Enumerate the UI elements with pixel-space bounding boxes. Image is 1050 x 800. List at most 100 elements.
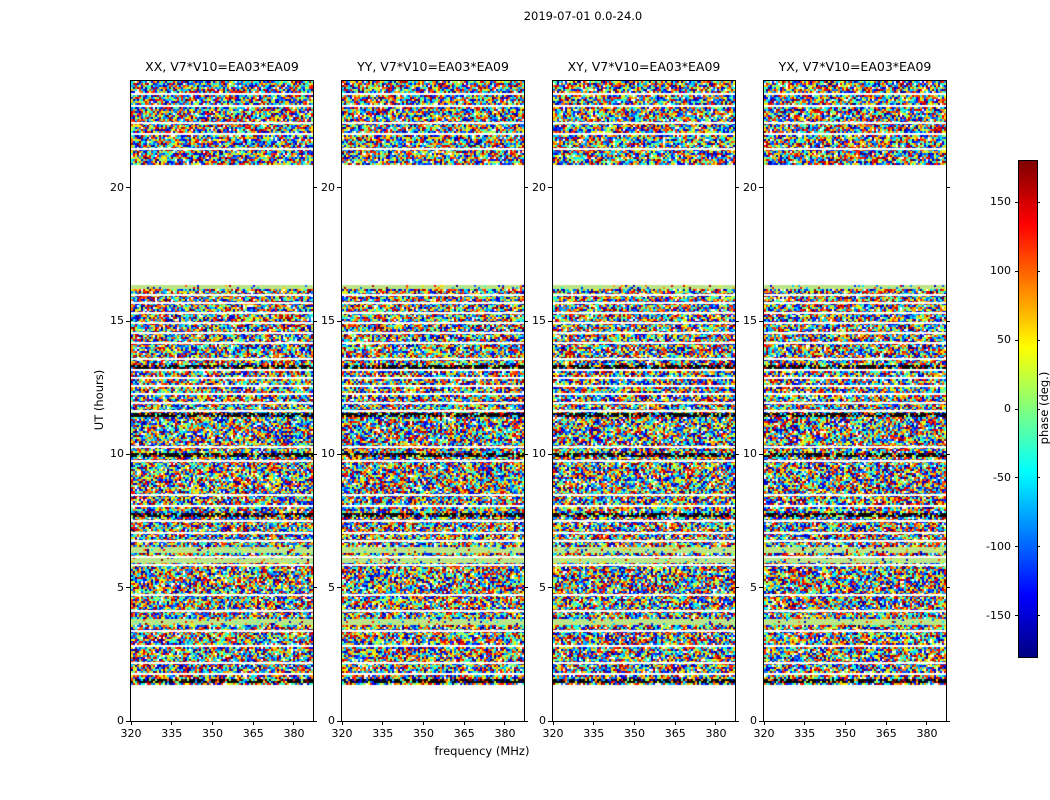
x-axis-label: frequency (MHz) <box>434 744 530 758</box>
x-tick-label: 335 <box>794 727 816 740</box>
y-tick-label: 15 <box>743 314 757 327</box>
x-tick-label: 380 <box>283 727 305 740</box>
y-tick-label: 10 <box>532 447 546 461</box>
x-tick-mark <box>633 721 635 725</box>
colorbar-tick-mark-right <box>1037 339 1040 341</box>
y-tick-label: 5 <box>328 580 335 594</box>
panel-title-xy: XY, V7*V10=EA03*EA09 <box>567 59 721 74</box>
y-tick-mark-right <box>524 453 528 455</box>
y-tick-mark-right <box>946 187 950 189</box>
heatmap-canvas-xy <box>553 81 735 721</box>
x-tick-mark <box>463 721 465 725</box>
colorbar-tick-mark-left <box>1015 546 1018 548</box>
x-tick-label: 335 <box>372 727 394 740</box>
heatmap-panel-yx: YX, V7*V10=EA03*EA09 320 335 350 365 380 0 5 10… <box>743 59 950 740</box>
colorbar-tick-mark-left <box>1015 477 1018 479</box>
colorbar-tick-mark-right <box>1037 408 1040 410</box>
y-tick-label: 0 <box>750 714 757 727</box>
colorbar-tick-label: 0 <box>1004 402 1011 415</box>
y-tick-label: 20 <box>532 180 546 194</box>
x-tick-mark <box>171 721 173 725</box>
colorbar-tick-label: -50 <box>993 470 1011 484</box>
x-tick-mark <box>293 721 295 725</box>
y-tick-mark-right <box>524 320 528 322</box>
panel-title-yy: YY, V7*V10=EA03*EA09 <box>357 59 509 74</box>
x-tick-mark <box>593 721 595 725</box>
x-tick-label: 350 <box>623 727 645 740</box>
y-tick-mark <box>126 720 130 722</box>
y-tick-mark <box>126 187 130 189</box>
y-tick-mark-right <box>735 720 739 722</box>
heatmap-panel-xy: XY, V7*V10=EA03*EA09 320 335 350 365 380 0 5 10… <box>532 59 739 740</box>
x-tick-mark <box>211 721 213 725</box>
panel-title-xx: XX, V7*V10=EA03*EA09 <box>145 59 299 74</box>
x-tick-label: 380 <box>705 727 727 740</box>
x-tick-label: 365 <box>875 727 897 740</box>
x-tick-mark <box>844 721 846 725</box>
heatmap-canvas-yx <box>764 81 946 721</box>
y-tick-mark-right <box>946 453 950 455</box>
y-tick-mark-right <box>735 587 739 589</box>
panel-title-yx: YX, V7*V10=EA03*EA09 <box>778 59 932 74</box>
y-tick-label: 5 <box>750 580 757 594</box>
x-tick-label: 350 <box>412 727 434 740</box>
y-tick-label: 15 <box>532 314 546 327</box>
x-tick-label: 380 <box>494 727 516 740</box>
x-tick-label: 350 <box>201 727 223 740</box>
y-tick-mark <box>337 187 341 189</box>
x-tick-mark <box>926 721 928 725</box>
x-tick-mark <box>885 721 887 725</box>
x-tick-label: 350 <box>834 727 856 740</box>
x-tick-label: 380 <box>916 727 938 740</box>
y-tick-mark <box>548 587 552 589</box>
y-tick-mark-right <box>524 187 528 189</box>
colorbar-label: phase (deg.) <box>1037 371 1050 445</box>
heatmap-canvas-xx <box>131 81 313 721</box>
x-tick-label: 365 <box>664 727 686 740</box>
y-tick-label: 10 <box>110 447 124 461</box>
x-tick-label: 365 <box>453 727 475 740</box>
y-tick-label: 10 <box>743 447 757 461</box>
y-tick-mark <box>337 587 341 589</box>
x-tick-mark <box>422 721 424 725</box>
colorbar-tick-mark-left <box>1015 408 1018 410</box>
x-tick-label: 320 <box>753 727 775 740</box>
y-tick-mark <box>548 187 552 189</box>
y-tick-label: 20 <box>321 180 335 194</box>
y-tick-mark-right <box>313 720 317 722</box>
x-tick-label: 320 <box>542 727 564 740</box>
x-tick-mark <box>382 721 384 725</box>
x-tick-label: 335 <box>583 727 605 740</box>
y-tick-mark <box>337 453 341 455</box>
y-tick-mark <box>126 587 130 589</box>
y-tick-mark <box>759 720 763 722</box>
x-tick-label: 320 <box>120 727 142 740</box>
x-tick-mark <box>804 721 806 725</box>
y-tick-mark-right <box>735 320 739 322</box>
x-tick-label: 335 <box>161 727 183 740</box>
x-tick-label: 320 <box>331 727 353 740</box>
y-tick-label: 0 <box>539 714 546 727</box>
y-tick-mark-right <box>946 320 950 322</box>
colorbar-canvas <box>1019 161 1037 657</box>
heatmap-panel-yy: YY, V7*V10=EA03*EA09 320 335 350 365 380 0 5 10… <box>321 59 528 740</box>
y-axis-label: UT (hours) <box>92 369 106 431</box>
y-tick-mark <box>337 320 341 322</box>
y-tick-label: 15 <box>110 314 124 327</box>
y-tick-label: 5 <box>117 580 124 594</box>
x-tick-mark <box>674 721 676 725</box>
y-tick-mark-right <box>735 187 739 189</box>
y-tick-label: 15 <box>321 314 335 327</box>
y-tick-mark <box>759 587 763 589</box>
figure-title: 2019-07-01 0.0-24.0 <box>523 9 643 23</box>
y-tick-mark-right <box>946 720 950 722</box>
colorbar: 150 100 50 0 -50 -100 -150 <box>986 160 1040 658</box>
y-tick-mark-right <box>524 587 528 589</box>
colorbar-tick-mark-right <box>1037 201 1040 203</box>
y-tick-mark <box>548 320 552 322</box>
y-tick-mark <box>548 453 552 455</box>
heatmap-panel-xx: XX, V7*V10=EA03*EA09 320 335 350 365 380 0 5 10… <box>110 59 317 740</box>
y-tick-mark <box>126 320 130 322</box>
colorbar-tick-label: 100 <box>990 264 1011 278</box>
